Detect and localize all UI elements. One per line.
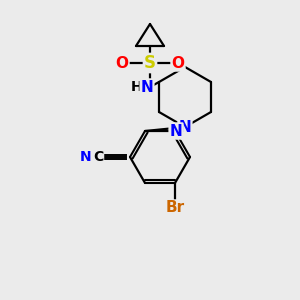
Text: O: O bbox=[116, 56, 128, 70]
Text: N: N bbox=[141, 80, 153, 94]
Text: S: S bbox=[144, 54, 156, 72]
Text: N: N bbox=[178, 119, 191, 134]
Text: H: H bbox=[131, 80, 143, 94]
Text: O: O bbox=[172, 56, 184, 70]
Text: N: N bbox=[169, 124, 182, 139]
Text: Br: Br bbox=[165, 200, 184, 215]
Text: C: C bbox=[93, 150, 103, 164]
Text: N: N bbox=[80, 150, 92, 164]
